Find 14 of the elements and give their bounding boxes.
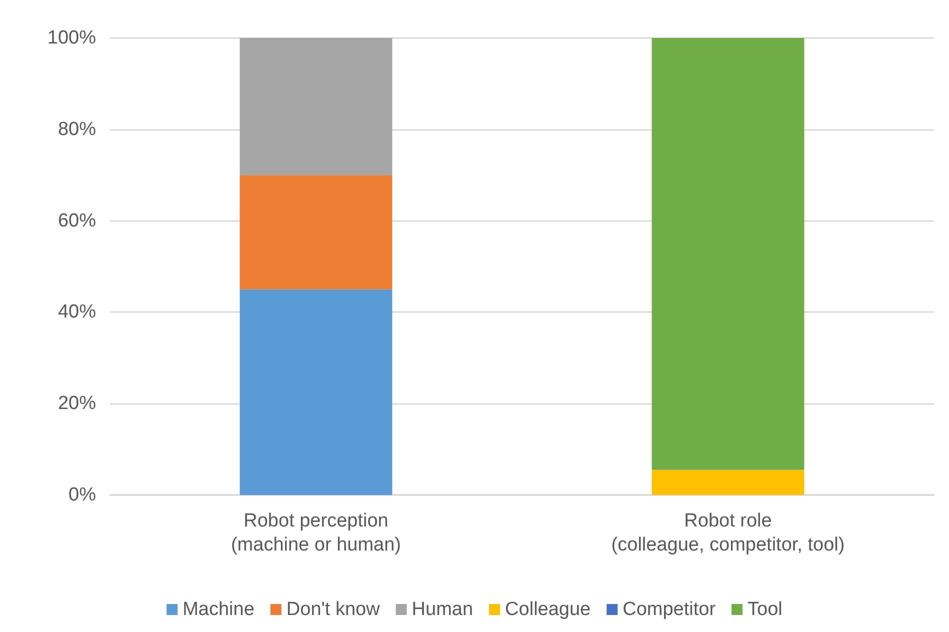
legend-label: Tool: [748, 599, 782, 620]
y-tick-label: 60%: [58, 210, 96, 232]
y-tick-label: 20%: [58, 393, 96, 414]
y-tick-label: 80%: [58, 118, 96, 140]
legend-label: Human: [412, 599, 474, 620]
y-tick-label: 40%: [58, 302, 96, 323]
legend-label: Competitor: [622, 599, 716, 620]
x-tick-label: Robot perception (machine or human): [230, 510, 402, 556]
y-tick-label: 0%: [68, 484, 96, 506]
legend-label: Don't know: [286, 599, 380, 620]
x-tick-label: Robot role (colleague, competitor, tool): [611, 510, 845, 556]
y-tick-label: 100%: [47, 28, 96, 48]
legend-label: Machine: [182, 599, 254, 620]
legend-label: Colleague: [505, 599, 591, 620]
